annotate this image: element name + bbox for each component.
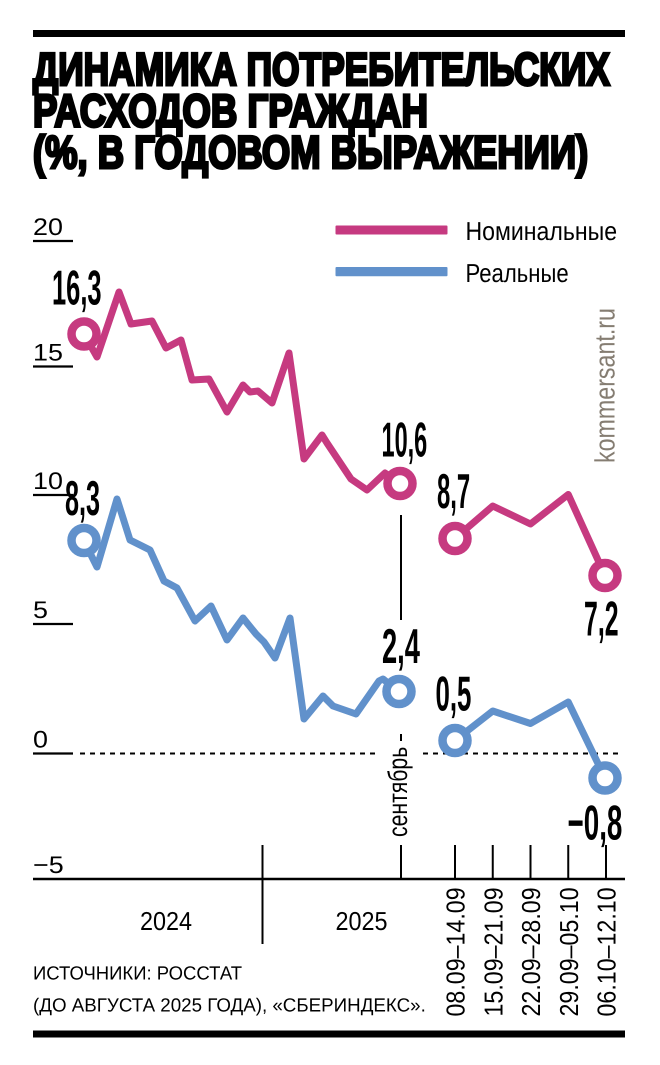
svg-text:(%, В ГОДОВОМ ВЫРАЖЕНИИ): (%, В ГОДОВОМ ВЫРАЖЕНИИ) (33, 126, 588, 178)
svg-text:ИСТОЧНИКИ: РОССТАТ: ИСТОЧНИКИ: РОССТАТ (33, 964, 242, 985)
svg-text:0: 0 (33, 727, 48, 754)
svg-text:2,4: 2,4 (382, 619, 420, 674)
svg-text:06.10–12.10: 06.10–12.10 (592, 887, 622, 1016)
svg-text:22.09–28.09: 22.09–28.09 (516, 887, 546, 1016)
svg-text:7,2: 7,2 (584, 592, 619, 647)
svg-text:20: 20 (33, 214, 63, 241)
svg-text:kommersant.ru: kommersant.ru (590, 308, 621, 463)
svg-text:15.09–21.09: 15.09–21.09 (478, 887, 508, 1016)
svg-text:−0,8: −0,8 (568, 796, 623, 851)
svg-text:15: 15 (33, 340, 63, 367)
svg-text:8,7: 8,7 (437, 465, 470, 520)
svg-text:08.09–14.09: 08.09–14.09 (441, 887, 471, 1016)
svg-text:29.09–05.10: 29.09–05.10 (554, 887, 584, 1016)
svg-text:5: 5 (33, 597, 48, 624)
svg-text:(ДО АВГУСТА 2025 ГОДА), «СБЕРИ: (ДО АВГУСТА 2025 ГОДА), «СБЕРИНДЕКС». (33, 996, 426, 1017)
svg-text:0,5: 0,5 (436, 667, 472, 722)
svg-text:8,3: 8,3 (65, 471, 100, 526)
svg-text:Номинальные: Номинальные (466, 216, 618, 246)
svg-text:Реальные: Реальные (466, 258, 569, 288)
svg-text:10: 10 (33, 468, 63, 495)
svg-text:16,3: 16,3 (52, 261, 102, 316)
svg-text:ДИНАМИКА ПОТРЕБИТЕЛЬСКИХ: ДИНАМИКА ПОТРЕБИТЕЛЬСКИХ (33, 43, 610, 95)
svg-text:сентябрь: сентябрь (383, 747, 413, 837)
svg-text:РАСХОДОВ ГРАЖДАН: РАСХОДОВ ГРАЖДАН (33, 85, 428, 137)
svg-text:2025: 2025 (335, 906, 387, 936)
svg-text:10,6: 10,6 (382, 413, 428, 468)
svg-text:2024: 2024 (140, 906, 192, 936)
svg-text:−5: −5 (33, 852, 64, 879)
